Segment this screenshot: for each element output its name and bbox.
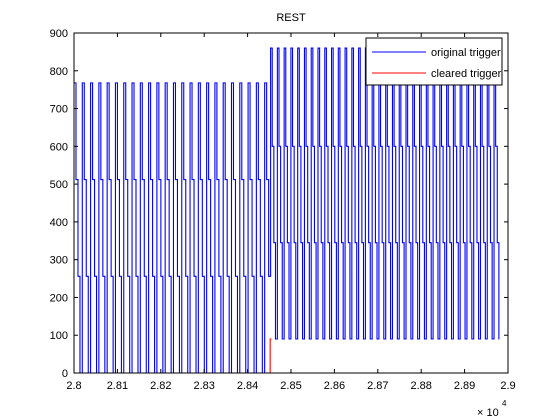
legend-label-original-trigger: original trigger — [431, 47, 501, 59]
legend: original trigger cleared trigger — [365, 37, 503, 86]
x-tick-label-9: 2.89 — [454, 380, 475, 392]
x-tick-label-2: 2.82 — [150, 380, 171, 392]
chart-title: REST — [276, 12, 306, 24]
y-tick-label-1: 100 — [50, 330, 68, 342]
legend-box — [365, 37, 503, 86]
y-tick-label-9: 900 — [50, 28, 68, 40]
x-tick-label-4: 2.84 — [237, 380, 258, 392]
y-tick-label-3: 300 — [50, 255, 68, 267]
x-tick-label-1: 2.81 — [107, 380, 128, 392]
y-tick-label-7: 700 — [50, 104, 68, 116]
y-tick-label-4: 400 — [50, 217, 68, 229]
y-tick-label-2: 200 — [50, 292, 68, 304]
y-tick-label-6: 600 — [50, 141, 68, 153]
y-tick-label-0: 0 — [62, 368, 68, 380]
series-line-original-trigger — [74, 47, 500, 374]
x-tick-label-10: 2.9 — [500, 380, 515, 392]
y-tick-label-5: 500 — [50, 179, 68, 191]
x-tick-label-3: 2.83 — [193, 380, 214, 392]
x-tick-label-0: 2.8 — [66, 380, 81, 392]
legend-label-cleared-trigger: cleared trigger — [431, 68, 502, 80]
x-multiplier-exponent: 4 — [502, 399, 507, 408]
x-tick-label-8: 2.88 — [410, 380, 431, 392]
x-multiplier-label: × 10 — [477, 407, 499, 419]
x-tick-label-7: 2.87 — [367, 380, 388, 392]
y-tick-label-8: 800 — [50, 66, 68, 78]
ticks-layer: 2.8 2.81 2.82 2.83 2.84 2.85 2.86 2.87 2.88 2.89 2… — [50, 28, 516, 392]
x-tick-label-5: 2.85 — [280, 380, 301, 392]
x-tick-label-6: 2.86 — [324, 380, 345, 392]
